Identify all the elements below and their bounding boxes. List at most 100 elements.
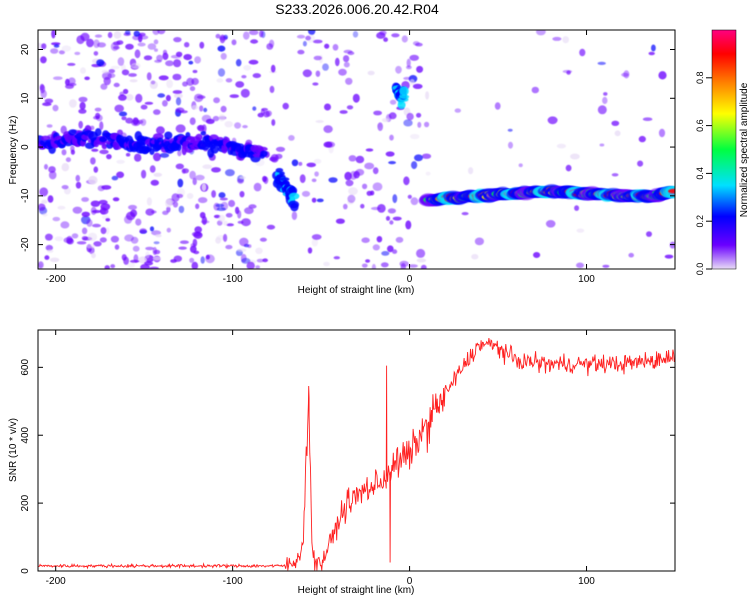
spectrogram-noise-cell	[240, 88, 250, 98]
spectrogram-noise-cell	[39, 83, 45, 91]
spectrogram-ridge-cell	[176, 143, 182, 151]
spectrogram-noise-cell	[471, 254, 479, 260]
spectrogram-noise-cell	[42, 212, 48, 217]
spectrogram-noise-cell	[114, 104, 124, 113]
spectrogram-noise-cell	[48, 170, 57, 180]
spectrogram-noise-cell	[153, 152, 161, 162]
spectrogram-noise-cell	[364, 162, 375, 170]
spectrogram-noise-cell	[105, 227, 110, 235]
spectrogram-noise-cell	[223, 220, 228, 226]
spectrogram-noise-cell	[215, 33, 221, 39]
spectrogram-noise-cell	[78, 108, 87, 114]
spectrogram-noise-cell	[112, 197, 120, 202]
spectrogram-ridge-cell	[257, 146, 268, 152]
spectrogram-noise-cell	[189, 257, 195, 263]
spectrogram-noise-cell	[64, 187, 71, 195]
spectrogram-noise-cell	[395, 236, 404, 243]
spectrogram-noise-cell	[127, 262, 135, 268]
spectrogram-noise-cell	[597, 61, 606, 65]
spectrogram-noise-cell	[324, 43, 330, 49]
spectrogram-noise-cell	[352, 31, 359, 38]
spectrogram-noise-cell	[175, 163, 184, 170]
spectrogram-noise-cell	[424, 121, 430, 128]
spectrogram-noise-cell	[241, 75, 247, 79]
spectrogram-noise-cell	[383, 37, 388, 42]
spectrogram-noise-cell	[409, 54, 420, 61]
spectrogram-noise-cell	[172, 201, 179, 208]
snr-x-axis: -200 -100 0 100	[46, 330, 595, 587]
spectrogram-noise-cell	[291, 159, 299, 167]
spectrogram-noise-cell	[349, 170, 357, 180]
spectrogram-noise-cell	[45, 244, 53, 251]
snr-y-tick-label: 0	[20, 568, 31, 574]
spectrogram-noise-cell	[139, 228, 147, 234]
spectrogram-noise-cell	[253, 182, 262, 192]
spectrogram-noise-cell	[407, 194, 412, 199]
spectrogram-noise-cell	[125, 30, 131, 35]
spectrogram-noise-cell	[315, 70, 321, 77]
spectrogram-noise-cell	[130, 209, 138, 217]
spectrogram-noise-cell	[200, 256, 205, 264]
spectrogram-ridge-cell	[397, 100, 406, 110]
spectrogram-noise-cell	[311, 238, 318, 247]
spectrogram-noise-cell	[408, 264, 418, 268]
snr-y-tick-label: 200	[20, 494, 31, 511]
spectrogram-noise-cell	[211, 167, 221, 173]
spectrogram-noise-cell	[346, 105, 354, 110]
colorbar-axis: 0.0 0.2 0.4 0.6 0.8	[695, 72, 712, 275]
spectrogram-noise-cell	[664, 254, 674, 259]
spectrogram-noise-cell	[99, 237, 107, 243]
spectrogram-noise-cell	[116, 171, 125, 179]
spectrogram-noise-cell	[162, 100, 168, 107]
spectrogram-noise-cell	[165, 198, 173, 208]
spectrogram-noise-cell	[38, 203, 46, 211]
spectrogram-noise-cell	[259, 237, 267, 242]
spectrogram-noise-cell	[91, 252, 96, 259]
spectrogram-noise-cell	[401, 35, 408, 43]
spectrogram-noise-cell	[343, 203, 348, 210]
spectrogram-noise-cell	[182, 168, 190, 174]
snr-x-tick-label: 0	[407, 576, 413, 587]
spectrogram-noise-cell	[347, 51, 355, 56]
spectrogram-noise-cell	[602, 96, 608, 105]
spectrogram-noise-cell	[149, 266, 159, 269]
spectrogram-noise-cell	[306, 162, 317, 168]
spectrogram-noise-cell	[44, 98, 54, 104]
spectrogram-noise-cell	[225, 169, 235, 177]
spectrogram-ridge-cell	[260, 150, 268, 157]
spectrogram-noise-cell	[228, 199, 236, 208]
spectrogram-noise-cell	[132, 245, 140, 252]
spectrogram-noise-cell	[400, 263, 406, 269]
spectrogram-noise-cell	[172, 90, 183, 94]
spectrogram-noise-cell	[66, 235, 73, 244]
spectrogram-noise-cell	[218, 214, 226, 223]
spectrogram-noise-cell	[235, 81, 245, 88]
spectrogram-noise-cell	[348, 187, 358, 196]
snr-y-tick-label: 400	[20, 426, 31, 443]
spectrogram-noise-cell	[217, 68, 226, 77]
spectrogram-noise-cell	[225, 244, 233, 250]
spectrogram-noise-cell	[508, 141, 513, 149]
spectrogram-noise-cell	[343, 55, 350, 63]
spectrogram-noise-cell	[41, 43, 47, 50]
spectrogram-noise-cell	[313, 158, 322, 164]
spectrogram-frame	[37, 29, 676, 270]
spectrogram-noise-cell	[307, 247, 313, 254]
spectrogram-y-tick-label: -20	[20, 237, 31, 252]
spectrogram-noise-cell	[201, 183, 207, 192]
spectrogram-noise-cell	[494, 102, 501, 110]
spectrogram-noise-cell	[149, 226, 155, 232]
spectrogram-noise-cell	[379, 30, 387, 36]
spectrogram-noise-cell	[54, 236, 64, 242]
spectrogram-noise-cell	[217, 45, 226, 52]
spectrogram-noise-cell	[57, 205, 66, 210]
spectrogram-noise-cell	[425, 91, 430, 100]
spectrogram-noise-cell	[265, 110, 272, 117]
spectrogram-noise-cell	[98, 199, 108, 205]
snr-y-label: SNR (10 * v/v)	[8, 418, 19, 482]
spectrogram-noise-cell	[105, 218, 111, 222]
spectrogram-noise-cell	[223, 233, 228, 242]
spectrogram-noise-cell	[229, 94, 239, 98]
spectrogram-noise-cell	[80, 67, 86, 74]
